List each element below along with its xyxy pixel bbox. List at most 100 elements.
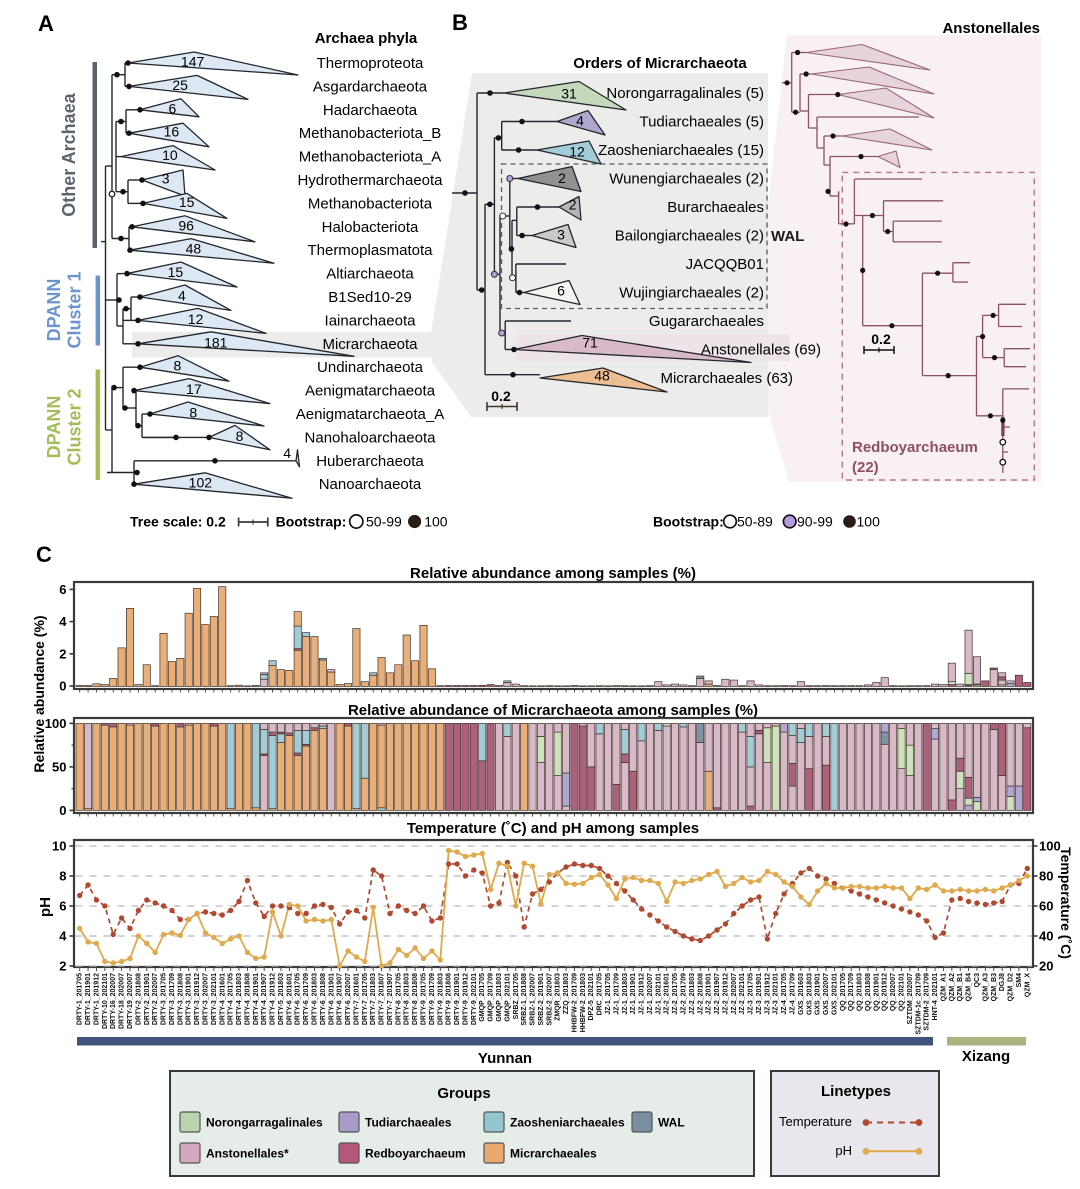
svg-text:JZ-2_202007: JZ-2_202007 (731, 973, 738, 1015)
svg-text:3: 3 (162, 171, 170, 187)
svg-text:Micrarchaeales: Micrarchaeales (510, 1147, 597, 1161)
svg-text:16: 16 (164, 124, 180, 140)
svg-text:DRTY-16_202007: DRTY-16_202007 (110, 973, 117, 1029)
svg-text:QQ_201901: QQ_201901 (873, 973, 880, 1011)
svg-text:DRTY-4_201705: DRTY-4_201705 (228, 973, 235, 1025)
svg-text:Asgardarchaeota: Asgardarchaeota (313, 78, 428, 95)
svg-text:JZ-1_201901: JZ-1_201901 (630, 973, 637, 1015)
svg-text:50: 50 (52, 759, 66, 774)
svg-text:90-99: 90-99 (797, 514, 833, 530)
svg-text:50-99: 50-99 (366, 514, 402, 530)
svg-text:JACQQB01: JACQQB01 (686, 256, 764, 273)
svg-text:4: 4 (59, 929, 67, 944)
svg-text:8: 8 (173, 358, 181, 374)
svg-text:JZ-2_201705: JZ-2_201705 (672, 973, 679, 1015)
svg-text:48: 48 (594, 368, 610, 384)
svg-text:DRTY-2_201901: DRTY-2_201901 (144, 973, 151, 1025)
svg-text:Zaosheniarchaeales: Zaosheniarchaeales (510, 1116, 625, 1130)
svg-text:71: 71 (582, 335, 598, 351)
svg-text:QZM_X: QZM_X (1024, 973, 1031, 997)
svg-text:DRTY-4_201601: DRTY-4_201601 (219, 973, 226, 1025)
svg-text:(22): (22) (852, 459, 879, 476)
svg-text:Cluster 1: Cluster 1 (65, 271, 85, 348)
svg-text:DGJ8: DGJ8 (999, 973, 1006, 991)
svg-text:QZM_B4: QZM_B4 (966, 973, 973, 1002)
svg-text:ZZQ_201803: ZZQ_201803 (563, 973, 570, 1014)
svg-text:Micrarchaeales (63): Micrarchaeales (63) (660, 370, 793, 387)
svg-text:Tudiarchaeales: Tudiarchaeales (365, 1116, 452, 1130)
svg-text:SRBZ-1_201808: SRBZ-1_201808 (521, 973, 528, 1026)
svg-text:C: C (36, 542, 52, 567)
svg-text:QQ_201808: QQ_201808 (865, 973, 872, 1011)
svg-text:15: 15 (179, 194, 195, 210)
svg-text:Zaosheniarchaeales (15): Zaosheniarchaeales (15) (598, 142, 764, 159)
svg-text:Temperature (˚C): Temperature (˚C) (1058, 847, 1074, 959)
svg-text:JZ-1_202101: JZ-1_202101 (655, 973, 662, 1015)
svg-text:DRTY-3_202101: DRTY-3_202101 (211, 973, 218, 1025)
svg-text:JZ-1_202007: JZ-1_202007 (647, 973, 654, 1015)
svg-text:DRTY-8_201803: DRTY-8_201803 (404, 973, 411, 1025)
svg-text:Linetypes: Linetypes (821, 1083, 891, 1100)
svg-text:DPANN: DPANN (44, 279, 64, 342)
svg-text:JZ-2_201803: JZ-2_201803 (689, 973, 696, 1015)
svg-text:HHBFW-2_201803: HHBFW-2_201803 (580, 973, 587, 1032)
svg-text:GXS_201603: GXS_201603 (798, 973, 805, 1015)
svg-text:Huberarchaeota: Huberarchaeota (316, 453, 424, 470)
svg-text:2: 2 (558, 170, 566, 186)
svg-text:DRTY-6_201709: DRTY-6_201709 (303, 973, 310, 1025)
svg-text:QZM_B3: QZM_B3 (991, 973, 998, 1002)
svg-text:Nanohaloarchaeota: Nanohaloarchaeota (305, 429, 437, 446)
svg-text:DRTY-6_201601: DRTY-6_201601 (286, 973, 293, 1025)
svg-text:A: A (38, 11, 54, 36)
svg-text:Orders of Micrarchaeota: Orders of Micrarchaeota (573, 55, 747, 72)
svg-text:B1Sed10-29: B1Sed10-29 (328, 289, 411, 306)
svg-text:Nanoarchaeota: Nanoarchaeota (319, 476, 422, 493)
svg-text:4: 4 (178, 288, 186, 304)
svg-text:JZ-2_201912: JZ-2_201912 (722, 973, 729, 1015)
svg-text:JZ-1_201912: JZ-1_201912 (639, 973, 646, 1015)
svg-text:Xizang: Xizang (962, 1048, 1010, 1065)
svg-text:Aenigmatarchaeota: Aenigmatarchaeota (305, 383, 436, 400)
svg-text:JZ-3_201901: JZ-3_201901 (756, 973, 763, 1015)
svg-text:Other Archaea: Other Archaea (59, 92, 79, 216)
svg-text:Relative abundance (%): Relative abundance (%) (31, 615, 47, 772)
svg-text:QZM_A3: QZM_A3 (982, 973, 989, 1002)
svg-text:Redboyarchaeum: Redboyarchaeum (365, 1147, 466, 1161)
svg-text:DPZ-5_202101: DPZ-5_202101 (588, 973, 595, 1021)
svg-text:DRTY-6_202007: DRTY-6_202007 (345, 973, 352, 1025)
svg-text:48: 48 (186, 241, 202, 257)
svg-text:JZ-2_201808: JZ-2_201808 (697, 973, 704, 1015)
svg-text:Anstonellales (69): Anstonellales (69) (701, 342, 821, 359)
svg-text:2: 2 (569, 197, 577, 213)
svg-text:QC3: QC3 (974, 973, 981, 988)
svg-text:DRC_201705: DRC_201705 (597, 973, 604, 1016)
svg-text:GMQP_201803: GMQP_201803 (496, 973, 503, 1022)
svg-text:DRTY-3_201901: DRTY-3_201901 (186, 973, 193, 1025)
svg-text:2: 2 (59, 646, 66, 661)
svg-text:pH: pH (835, 1143, 852, 1158)
svg-text:100: 100 (1039, 839, 1061, 854)
svg-text:DRTY-9_201705: DRTY-9_201705 (421, 973, 428, 1025)
svg-text:ZMQR_201803: ZMQR_201803 (555, 973, 562, 1021)
svg-text:4: 4 (576, 113, 584, 129)
svg-text:DRTY-3_201709: DRTY-3_201709 (169, 973, 176, 1025)
svg-text:Undinarchaeota: Undinarchaeota (317, 359, 424, 376)
svg-text:HHBFW-2_201709: HHBFW-2_201709 (572, 973, 579, 1032)
svg-text:Iainarchaeota: Iainarchaeota (325, 312, 417, 329)
svg-text:Relative abundance of Micrarch: Relative abundance of Micrarchaeota amon… (348, 702, 758, 719)
svg-text:QZM_A2: QZM_A2 (949, 973, 956, 1002)
svg-text:15: 15 (168, 264, 184, 280)
svg-text:SRBZ-1_202007: SRBZ-1_202007 (530, 973, 537, 1026)
svg-text:JZ-3_202101: JZ-3_202101 (773, 973, 780, 1015)
svg-text:GXS_202007: GXS_202007 (823, 973, 830, 1015)
svg-text:102: 102 (189, 475, 213, 491)
svg-text:JZ-3_201912: JZ-3_201912 (764, 973, 771, 1015)
svg-text:SZTDM-2_201709: SZTDM-2_201709 (924, 973, 931, 1031)
svg-text:DRTY-8_201705: DRTY-8_201705 (395, 973, 402, 1025)
svg-text:Methanobacteriota: Methanobacteriota (308, 195, 433, 212)
svg-text:Methanobacteriota_B: Methanobacteriota_B (299, 125, 442, 142)
svg-text:JZ-1_201803: JZ-1_201803 (622, 973, 629, 1015)
svg-text:31: 31 (561, 86, 577, 102)
svg-text:DPANN: DPANN (44, 396, 64, 459)
svg-text:10: 10 (162, 147, 178, 163)
